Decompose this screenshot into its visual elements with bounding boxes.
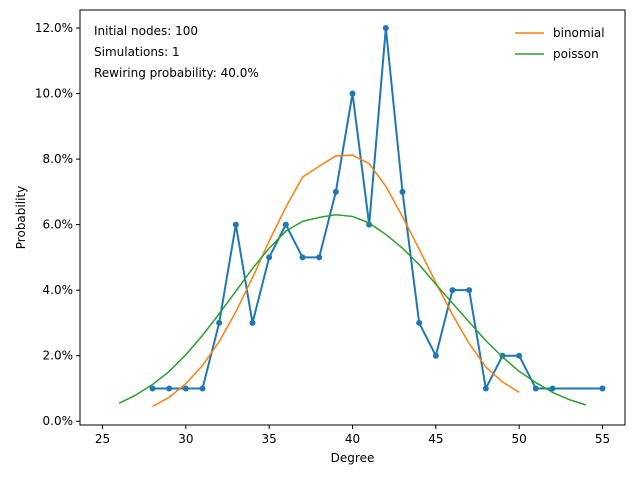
y-tick-label: 6.0% — [43, 218, 74, 232]
data-point — [182, 385, 189, 392]
data-point — [299, 254, 306, 261]
data-point — [349, 90, 356, 97]
data-point — [399, 188, 406, 195]
data-point — [549, 385, 556, 392]
poisson-line — [118, 214, 587, 406]
data-point — [232, 221, 239, 228]
y-tick-label: 2.0% — [43, 349, 74, 363]
annotation-block: Initial nodes: 100 Simulations: 1 Rewiring… — [94, 24, 259, 80]
annotation-line: Simulations: 1 — [94, 45, 180, 59]
data-point — [316, 254, 323, 261]
data-point — [449, 287, 456, 294]
data-point — [282, 221, 289, 228]
annotation-line: Rewiring probability: 40.0% — [94, 66, 259, 80]
x-tick-label: 55 — [595, 432, 610, 446]
data-point — [499, 352, 506, 359]
y-axis-label: Probability — [14, 186, 28, 249]
x-axis-label: Degree — [331, 451, 375, 465]
y-tick-label: 10.0% — [35, 87, 73, 101]
data-point — [149, 385, 156, 392]
data-point — [166, 385, 173, 392]
y-tick-label: 8.0% — [43, 152, 74, 166]
data-point — [199, 385, 206, 392]
data-point — [416, 319, 423, 326]
x-tick-label: 30 — [178, 432, 193, 446]
legend-label: poisson — [553, 47, 599, 61]
legend: binomial poisson — [515, 26, 605, 61]
plot-series — [118, 25, 606, 408]
y-tick-label: 0.0% — [43, 414, 74, 428]
y-tick-label: 12.0% — [35, 21, 73, 35]
data-point — [599, 385, 606, 392]
data-point — [482, 385, 489, 392]
x-axis-ticks: 25 30 35 40 45 50 55 — [95, 425, 610, 446]
x-tick-label: 45 — [428, 432, 443, 446]
data-point — [432, 352, 439, 359]
x-tick-label: 35 — [262, 432, 277, 446]
x-tick-label: 40 — [345, 432, 360, 446]
plot-frame — [79, 9, 626, 426]
binomial-line — [152, 154, 520, 408]
data-point — [332, 188, 339, 195]
annotation-line: Initial nodes: 100 — [94, 24, 198, 38]
data-point — [466, 287, 473, 294]
data-point — [382, 25, 389, 32]
data-point — [532, 385, 539, 392]
data-point — [516, 352, 523, 359]
y-tick-label: 4.0% — [43, 283, 74, 297]
data-point — [216, 319, 223, 326]
data-point — [266, 254, 273, 261]
data-point — [249, 319, 256, 326]
y-axis-ticks: 0.0% 2.0% 4.0% 6.0% 8.0% 10.0% 12.0% — [35, 21, 80, 428]
x-tick-label: 25 — [95, 432, 110, 446]
x-tick-label: 50 — [512, 432, 527, 446]
legend-label: binomial — [553, 26, 605, 40]
